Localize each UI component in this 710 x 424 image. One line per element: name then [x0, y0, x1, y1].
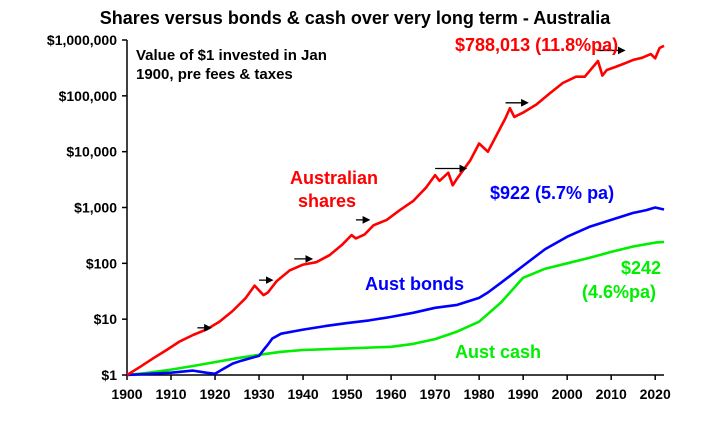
arrow-layer — [197, 46, 626, 332]
y-tick-label: $10 — [94, 311, 118, 327]
series-layer — [126, 44, 665, 377]
axes — [126, 40, 664, 376]
cash-end-value-label: $242 — [621, 258, 661, 278]
series-line-aust-cash — [126, 240, 665, 377]
x-tick-label: 1930 — [243, 386, 274, 402]
shares-end-label: $788,013 (11.8%pa) — [455, 35, 618, 55]
y-tick-label: $1 — [101, 367, 117, 383]
series-line-aust-bonds — [126, 206, 665, 377]
x-axis-ticks: 1900 1910 1920 1930 1940 1950 1960 1970 1980 1990… — [111, 375, 671, 402]
shares-series-label-line1: Australian — [290, 168, 378, 188]
series-line-australian-shares — [126, 44, 665, 377]
y-tick-label: $100,000 — [59, 88, 118, 104]
x-tick-label: 1970 — [420, 386, 451, 402]
y-tick-label: $100 — [86, 255, 117, 271]
x-tick-label: 1910 — [155, 386, 186, 402]
bonds-end-label: $922 (5.7% pa) — [490, 183, 614, 203]
x-tick-label: 1980 — [464, 386, 495, 402]
cash-end-rate-label: (4.6%pa) — [582, 282, 656, 302]
x-tick-label: 1900 — [111, 386, 142, 402]
chart-title: Shares versus bonds & cash over very lon… — [100, 8, 612, 28]
x-tick-label: 1990 — [508, 386, 539, 402]
cash-series-label: Aust cash — [455, 342, 541, 362]
y-tick-label: $10,000 — [66, 144, 117, 160]
x-tick-label: 2000 — [552, 386, 583, 402]
x-tick-label: 1920 — [199, 386, 230, 402]
x-tick-label: 1960 — [376, 386, 407, 402]
y-tick-label: $1,000,000 — [47, 32, 117, 48]
x-tick-label: 2010 — [596, 386, 627, 402]
x-tick-label: 2020 — [640, 386, 671, 402]
y-axis-ticks: $1 $10 $100 $1,000 $10,000 $100,000 $1,000,000 — [47, 32, 127, 383]
x-tick-label: 1950 — [332, 386, 363, 402]
y-tick-label: $1,000 — [74, 200, 117, 216]
chart-note-line2: 1900, pre fees & taxes — [136, 66, 293, 83]
bonds-series-label: Aust bonds — [365, 274, 464, 294]
chart-note-line1: Value of $1 invested in Jan — [136, 47, 327, 64]
shares-series-label-line2: shares — [298, 191, 356, 211]
x-tick-label: 1940 — [287, 386, 318, 402]
